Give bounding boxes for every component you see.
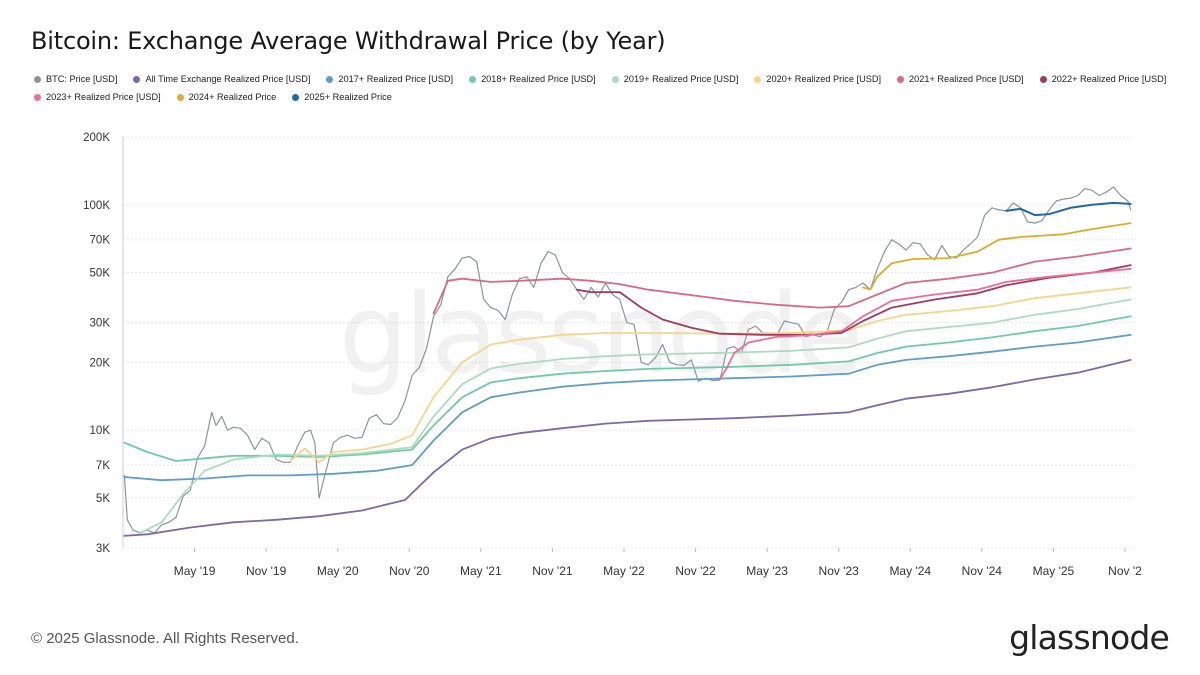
x-tick-label: May '24: [889, 564, 931, 578]
legend-marker: [34, 93, 41, 101]
legend-label: 2020+ Realized Price [USD]: [766, 74, 882, 84]
x-tick-label: May '19: [174, 564, 216, 578]
x-tick-label: Nov '23: [819, 564, 860, 578]
y-tick-label: 100K: [83, 200, 110, 212]
legend-label: 2018+ Realized Price [USD]: [481, 74, 596, 84]
legend-label: 2024+ Realized Price: [188, 92, 277, 102]
series-line: [123, 186, 1132, 534]
copyright-footer: © 2025 Glassnode. All Rights Reserved.: [31, 630, 299, 647]
chart-legend: BTC: Price [USD] All Time Exchange Realiz…: [34, 74, 1174, 102]
legend-marker: [1039, 75, 1047, 83]
y-tick-label: 50K: [90, 268, 111, 280]
x-tick-label: Nov '24: [962, 564, 1003, 578]
x-tick-label: May '23: [746, 564, 788, 578]
legend-label: 2023+ Realized Price [USD]: [46, 92, 161, 102]
y-tick-label: 200K: [83, 132, 110, 144]
legend-item[interactable]: 2025+ Realized Price: [292, 92, 392, 102]
x-tick-label: May '20: [317, 564, 359, 578]
series-line: [123, 359, 1132, 537]
glassnode-logo: glassnode: [1009, 618, 1170, 657]
legend-label: 2019+ Realized Price [USD]: [623, 74, 739, 84]
x-tick-label: Nov '19: [246, 564, 287, 578]
chart-title: Bitcoin: Exchange Average Withdrawal Pri…: [31, 27, 666, 55]
legend-marker: [133, 75, 141, 83]
legend-item[interactable]: 2017+ Realized Price [USD]: [326, 74, 453, 84]
x-tick-label: May '22: [603, 564, 645, 578]
legend-marker: [469, 75, 477, 83]
series-line: [139, 298, 1132, 534]
legend-marker: [292, 93, 300, 101]
x-tick-label: May '21: [460, 564, 502, 578]
y-tick-label: 70K: [90, 235, 111, 247]
y-tick-label: 7K: [96, 460, 110, 472]
legend-marker: [326, 75, 334, 83]
x-tick-label: Nov '22: [675, 564, 716, 578]
y-tick-label: 5K: [96, 493, 110, 505]
series-line: [289, 286, 1132, 464]
legend-item[interactable]: 2024+ Realized Price: [176, 92, 277, 102]
y-tick-label: 10K: [90, 425, 111, 437]
legend-marker: [611, 75, 619, 83]
x-tick-label: Nov '20: [389, 564, 430, 578]
legend-item[interactable]: 2018+ Realized Price [USD]: [469, 74, 596, 84]
legend-item[interactable]: 2023+ Realized Price [USD]: [34, 92, 161, 102]
legend-label: BTC: Price [USD]: [46, 74, 118, 84]
series-line: [123, 333, 1132, 482]
x-tick-label: Nov '2: [1108, 564, 1142, 578]
legend-marker: [897, 75, 905, 83]
series-line: [719, 267, 1132, 381]
legend-label: 2025+ Realized Price: [304, 92, 392, 102]
legend-marker: [754, 75, 762, 83]
legend-label: All Time Exchange Realized Price [USD]: [145, 74, 311, 84]
legend-item[interactable]: 2022+ Realized Price [USD]: [1039, 74, 1167, 84]
legend-item[interactable]: All Time Exchange Realized Price [USD]: [133, 74, 310, 84]
legend-item[interactable]: 2021+ Realized Price [USD]: [897, 74, 1024, 84]
y-tick-label: 20K: [90, 357, 111, 369]
series-line: [1005, 201, 1132, 217]
series-line: [862, 222, 1132, 291]
legend-label: 2021+ Realized Price [USD]: [909, 74, 1024, 84]
legend-label: 2017+ Realized Price [USD]: [338, 74, 454, 84]
series-line: [432, 247, 1132, 315]
legend-label: 2022+ Realized Price [USD]: [1051, 74, 1167, 84]
y-tick-label: 30K: [90, 318, 111, 330]
y-tick-label: 3K: [96, 543, 110, 555]
legend-marker: [176, 93, 184, 101]
legend-item[interactable]: 2019+ Realized Price [USD]: [611, 74, 739, 84]
legend-item[interactable]: 2020+ Realized Price [USD]: [754, 74, 881, 84]
legend-item[interactable]: BTC: Price [USD]: [34, 74, 117, 84]
x-tick-label: Nov '21: [532, 564, 573, 578]
legend-marker: [34, 75, 41, 83]
x-tick-label: May '25: [1033, 564, 1075, 578]
series-line: [123, 315, 1132, 462]
